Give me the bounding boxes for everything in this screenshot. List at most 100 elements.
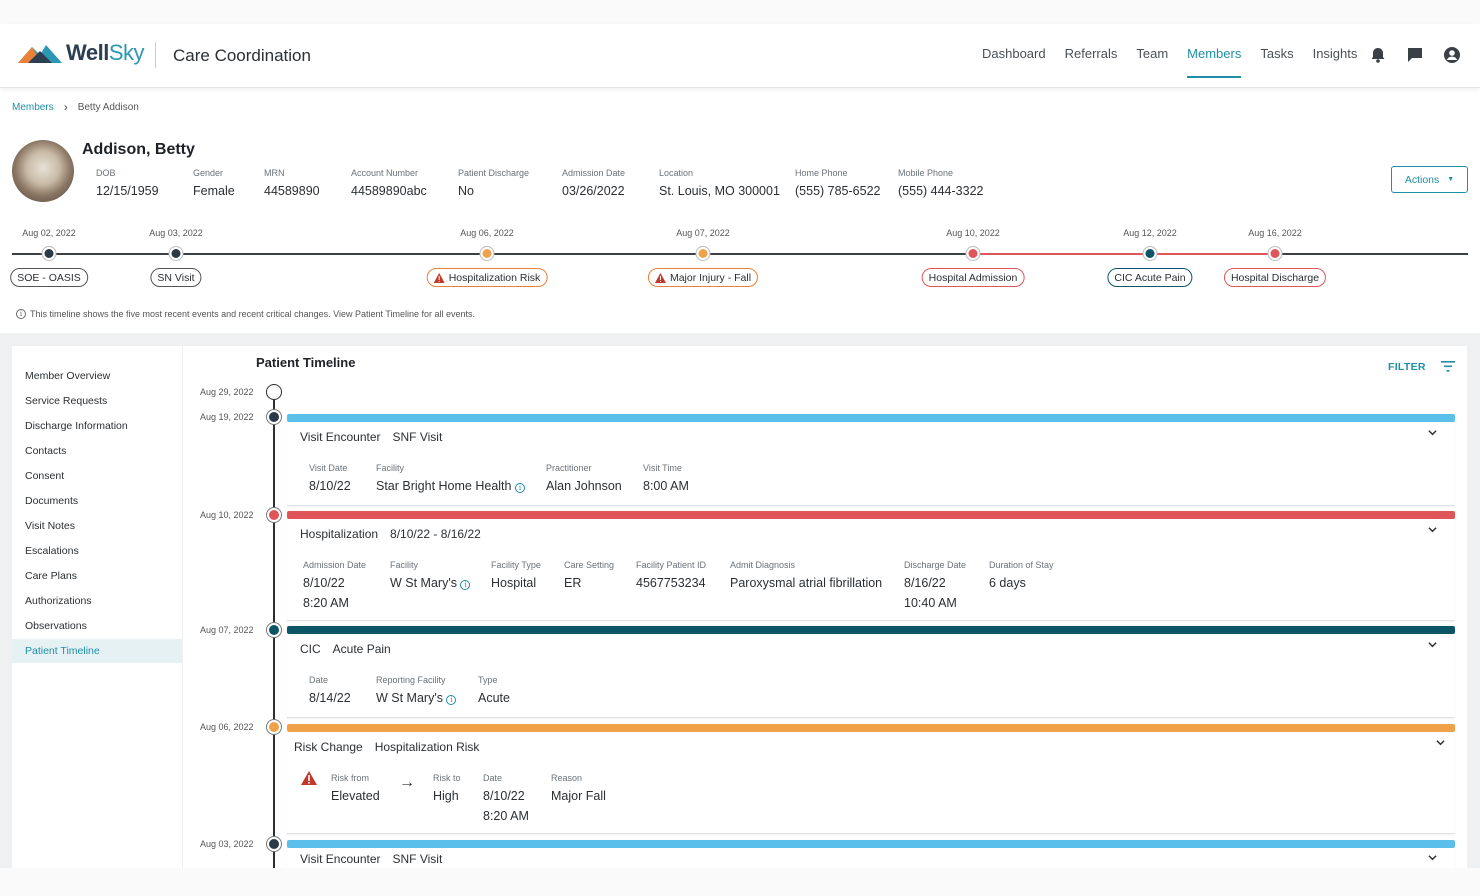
summary-chip-hospitalization-risk[interactable]: Hospitalization Risk — [426, 268, 548, 287]
chevron-down-icon[interactable] — [1428, 525, 1437, 534]
sidebar-item-visit-notes[interactable]: Visit Notes — [25, 520, 75, 532]
info-icon[interactable]: i — [460, 580, 471, 590]
timeline-card-risk-change[interactable]: Risk Change Hospitalization Risk Risk fro… — [287, 724, 1455, 834]
chevron-down-icon[interactable] — [1428, 428, 1437, 437]
patient-discharge: Patient Discharge No — [458, 168, 530, 198]
sidebar-item-documents[interactable]: Documents — [25, 495, 79, 507]
bell-icon[interactable] — [1369, 46, 1387, 64]
summary-chip-soe-oasis[interactable]: SOE - OASIS — [10, 268, 88, 287]
timeline-date: Aug 10, 2022 — [200, 510, 254, 520]
window-top-strip — [0, 0, 1480, 24]
info-icon[interactable]: i — [446, 695, 457, 705]
nav-members[interactable]: Members — [1187, 46, 1242, 81]
timeline-date: Aug 03, 2022 — [200, 839, 254, 849]
card-field: Type Acute — [478, 675, 510, 705]
summary-event-dot[interactable] — [966, 247, 980, 260]
timeline-date: Aug 07, 2022 — [200, 625, 254, 635]
card-field: Admit Diagnosis Paroxysmal atrial fibrill… — [730, 560, 883, 590]
card-header: Visit Encounter SNF Visit — [300, 430, 443, 444]
summary-timeline-critical-line — [973, 253, 1275, 255]
summary-event-dot[interactable] — [1268, 247, 1282, 260]
nav-tasks[interactable]: Tasks — [1260, 46, 1294, 61]
summary-timeline-line-end — [1275, 253, 1468, 255]
breadcrumb-members-link[interactable]: Members — [12, 101, 54, 113]
patient-name: Addison, Betty — [82, 141, 195, 158]
sidebar-item-authorizations[interactable]: Authorizations — [25, 595, 92, 607]
summary-event-dot[interactable] — [42, 247, 56, 260]
brand-name: WellSky — [66, 40, 145, 65]
actions-dropdown-button[interactable]: Actions ▼ — [1391, 166, 1468, 193]
card-field: Facility Type Hospital — [491, 560, 541, 590]
summary-chip-hospital-discharge[interactable]: Hospital Discharge — [1223, 268, 1327, 287]
summary-chip-hospital-admission[interactable]: Hospital Admission — [921, 268, 1025, 287]
chevron-down-icon[interactable] — [1436, 738, 1445, 747]
card-field: Facility W St Mary's i — [390, 560, 471, 590]
chevron-down-icon[interactable] — [1428, 853, 1437, 862]
patient-dob: DOB 12/15/1959 — [96, 168, 159, 198]
app-title: Care Coordination — [173, 46, 311, 65]
summary-chip-cic-acute-pain[interactable]: CIC Acute Pain — [1107, 268, 1193, 287]
summary-event-dot[interactable] — [480, 247, 494, 260]
chevron-down-icon[interactable] — [1428, 640, 1437, 649]
card-field: Facility Star Bright Home Health i — [376, 463, 525, 493]
main-nav: Dashboard Referrals Team Members Tasks I… — [982, 46, 1376, 81]
sidebar-item-escalations[interactable]: Escalations — [25, 545, 79, 557]
summary-event-dot[interactable] — [696, 247, 710, 260]
user-account-icon[interactable] — [1443, 46, 1461, 64]
timeline-card-cic[interactable]: CIC Acute Pain Date 8/14/22 Reporting Faci… — [287, 626, 1455, 718]
card-field: Care Setting ER — [564, 560, 615, 590]
nav-referrals[interactable]: Referrals — [1064, 46, 1118, 61]
message-icon[interactable] — [1406, 46, 1424, 64]
patient-location: Location St. Louis, MO 300001 — [659, 168, 780, 198]
sidebar-item-patient-timeline[interactable]: Patient Timeline — [25, 645, 100, 657]
timeline-card-hospitalization[interactable]: Hospitalization 8/10/22 - 8/16/22 Admissi… — [287, 511, 1455, 621]
patient-mrn: MRN 44589890 — [264, 168, 320, 198]
timeline-dot — [267, 623, 281, 637]
card-header: Visit Encounter SNF Visit — [300, 852, 443, 866]
brand-logo[interactable]: WellSky — [18, 40, 145, 66]
card-field: Date 8/10/22 8:20 AM — [483, 773, 529, 823]
timeline-card-visit-encounter[interactable]: Visit Encounter SNF Visit Visit Date 8/10/… — [287, 414, 1455, 506]
card-header: Hospitalization 8/10/22 - 8/16/22 — [300, 527, 481, 541]
sidebar-item-service-requests[interactable]: Service Requests — [25, 395, 108, 407]
nav-insights[interactable]: Insights — [1312, 46, 1358, 61]
card-color-bar — [287, 626, 1455, 634]
summary-date: Aug 06, 2022 — [460, 228, 514, 238]
summary-event-dot[interactable] — [1143, 247, 1157, 260]
filter-icon[interactable] — [1441, 361, 1455, 372]
summary-date: Aug 02, 2022 — [22, 228, 76, 238]
card-header: Risk Change Hospitalization Risk — [294, 740, 480, 754]
sidebar-item-discharge-information[interactable]: Discharge Information — [25, 420, 128, 432]
sidebar-item-member-overview[interactable]: Member Overview — [25, 370, 111, 382]
sidebar-active-highlight — [12, 639, 182, 663]
sidebar-item-care-plans[interactable]: Care Plans — [25, 570, 77, 582]
timeline-card-visit-encounter-2[interactable]: Visit Encounter SNF Visit — [287, 840, 1455, 868]
timeline-dot — [267, 508, 281, 522]
card-field: Admission Date 8/10/22 8:20 AM — [303, 560, 367, 610]
sidebar-item-consent[interactable]: Consent — [25, 470, 65, 482]
filter-button[interactable]: FILTER — [1388, 361, 1426, 373]
patient-gender: Gender Female — [193, 168, 235, 198]
nav-dashboard[interactable]: Dashboard — [982, 46, 1046, 61]
timeline-date: Aug 06, 2022 — [200, 722, 254, 732]
timeline-date: Aug 19, 2022 — [200, 412, 254, 422]
summary-event-dot[interactable] — [169, 247, 183, 260]
timeline-date: Aug 29, 2022 — [200, 387, 254, 397]
summary-chip-sn-visit[interactable]: SN Visit — [150, 268, 202, 287]
info-icon: i — [16, 309, 26, 319]
info-icon[interactable]: i — [514, 483, 525, 493]
card-color-bar — [287, 511, 1455, 519]
warning-icon — [301, 771, 317, 785]
patient-account-number: Account Number 44589890abc — [351, 168, 427, 198]
patient-avatar — [12, 140, 74, 202]
warning-icon — [654, 272, 666, 283]
summary-chip-major-injury-fall[interactable]: Major Injury - Fall — [647, 268, 759, 287]
caret-down-icon: ▼ — [1447, 176, 1455, 183]
card-field: Risk from Elevated — [331, 773, 380, 803]
sidebar-item-contacts[interactable]: Contacts — [25, 445, 67, 457]
arrow-right-icon: → — [399, 774, 415, 791]
summary-timeline-note: i This timeline shows the five most rece… — [16, 309, 475, 319]
nav-team[interactable]: Team — [1136, 46, 1169, 61]
sidebar-item-observations[interactable]: Observations — [25, 620, 87, 632]
